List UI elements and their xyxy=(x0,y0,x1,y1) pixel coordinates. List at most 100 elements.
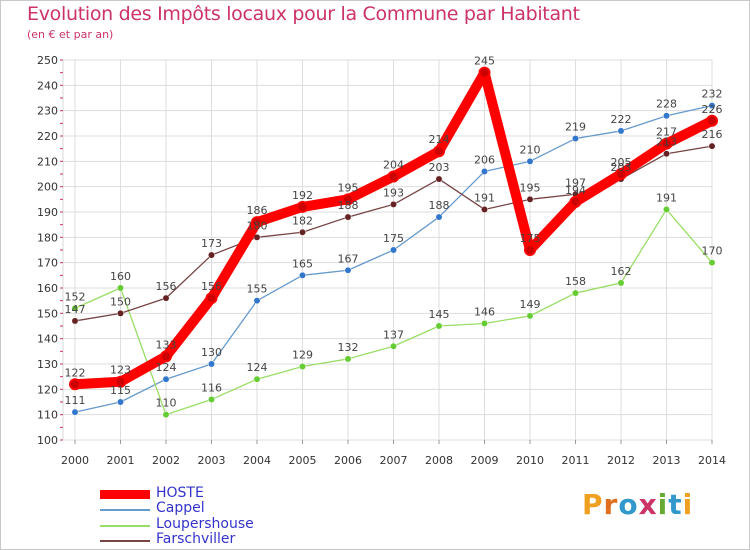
data-label: 206 xyxy=(474,153,495,166)
legend-swatch xyxy=(100,540,150,542)
data-label: 147 xyxy=(65,303,86,316)
data-point xyxy=(251,216,263,229)
data-point xyxy=(344,355,352,363)
data-label: 156 xyxy=(201,280,222,293)
data-point xyxy=(342,193,354,206)
data-label: 167 xyxy=(338,252,359,265)
data-label: 156 xyxy=(156,280,177,293)
data-label: 203 xyxy=(611,161,632,174)
y-tick-label: 130 xyxy=(37,358,58,371)
data-point xyxy=(708,102,716,110)
data-label: 123 xyxy=(110,364,131,377)
data-point xyxy=(117,284,124,292)
data-point xyxy=(526,157,534,165)
data-label: 204 xyxy=(383,159,404,172)
y-tick-label: 180 xyxy=(37,231,58,244)
data-point xyxy=(162,375,170,383)
x-tick-label: 2004 xyxy=(243,454,271,467)
y-tick-label: 220 xyxy=(37,130,58,143)
data-label: 149 xyxy=(520,298,541,311)
data-point xyxy=(390,342,397,350)
data-point xyxy=(435,322,443,330)
grid xyxy=(62,59,713,441)
y-tick-label: 100 xyxy=(37,434,58,447)
data-point xyxy=(481,168,488,175)
data-label: 175 xyxy=(520,232,541,245)
y-tick-label: 240 xyxy=(37,79,58,92)
x-tick-label: 2012 xyxy=(607,454,635,467)
data-label: 192 xyxy=(292,189,313,202)
data-label: 170 xyxy=(702,245,723,258)
data-label: 129 xyxy=(292,349,313,362)
data-label: 197 xyxy=(565,176,586,189)
y-tick-label: 170 xyxy=(37,257,58,270)
data-label: 188 xyxy=(338,199,359,212)
data-point xyxy=(660,137,673,150)
data-point xyxy=(706,114,718,127)
data-label: 210 xyxy=(520,143,541,156)
x-tick-label: 2008 xyxy=(425,454,453,467)
data-label: 145 xyxy=(429,308,450,321)
data-point xyxy=(617,127,625,135)
data-label: 217 xyxy=(656,126,677,139)
legend-label: Farschviller xyxy=(156,531,236,547)
y-tick-label: 210 xyxy=(37,155,58,168)
data-label: 214 xyxy=(429,133,450,146)
data-label: 132 xyxy=(338,341,359,354)
data-point xyxy=(615,168,627,180)
y-tick-label: 120 xyxy=(37,383,58,396)
x-tick-label: 2013 xyxy=(653,454,681,467)
y-tick-label: 110 xyxy=(37,409,58,422)
data-label: 191 xyxy=(656,191,677,204)
y-tick-label: 160 xyxy=(37,282,58,295)
data-point xyxy=(253,233,261,241)
data-label: 216 xyxy=(702,128,723,141)
data-label: 191 xyxy=(474,191,495,204)
data-point xyxy=(114,375,127,388)
legend-swatch xyxy=(100,509,150,511)
data-point xyxy=(344,266,352,274)
data-point xyxy=(205,292,218,305)
data-point xyxy=(617,279,625,287)
data-label: 130 xyxy=(201,346,222,359)
x-tick-label: 2000 xyxy=(61,454,89,467)
x-tick-label: 2003 xyxy=(198,454,226,467)
data-point xyxy=(478,66,491,79)
x-tick-label: 2011 xyxy=(562,454,590,467)
y-tick-label: 200 xyxy=(37,181,58,194)
proxiti-logo: Proxiti xyxy=(582,488,694,521)
data-point xyxy=(481,206,488,213)
data-label: 133 xyxy=(156,338,177,351)
data-point xyxy=(253,297,261,305)
data-point xyxy=(390,200,397,208)
data-point xyxy=(433,145,445,158)
data-point xyxy=(208,396,215,403)
y-tick-label: 190 xyxy=(37,206,58,219)
data-point xyxy=(663,206,670,213)
y-tick-label: 140 xyxy=(37,333,58,346)
data-label: 195 xyxy=(520,181,541,194)
x-tick-label: 2010 xyxy=(516,454,544,467)
series xyxy=(69,66,718,419)
data-point xyxy=(663,112,670,120)
data-label: 226 xyxy=(702,103,723,116)
data-label: 175 xyxy=(383,232,404,245)
data-point xyxy=(435,175,443,183)
data-point xyxy=(208,251,215,259)
data-point xyxy=(481,320,488,327)
data-point xyxy=(162,294,170,302)
data-point xyxy=(708,259,716,267)
data-label: 150 xyxy=(110,295,131,308)
data-point xyxy=(390,246,397,254)
data-point xyxy=(160,350,172,363)
data-point xyxy=(387,170,400,183)
data-label: 213 xyxy=(656,136,677,149)
y-tick-label: 250 xyxy=(37,54,58,67)
x-tick-label: 2002 xyxy=(152,454,180,467)
legend-label: HOSTE xyxy=(156,485,204,501)
data-point xyxy=(299,271,306,279)
data-point xyxy=(253,375,261,383)
data-point xyxy=(526,312,534,320)
x-tick-label: 2006 xyxy=(334,454,362,467)
